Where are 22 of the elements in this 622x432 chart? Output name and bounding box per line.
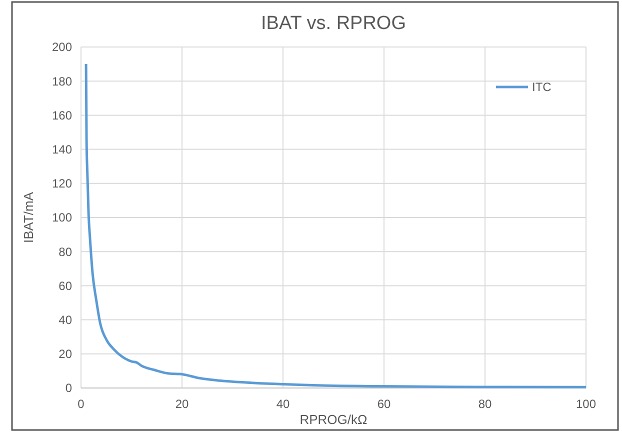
y-tick-label: 180: [52, 74, 72, 88]
chart-title: IBAT vs. RPROG: [261, 13, 406, 34]
line-series: [84, 62, 588, 388]
x-axis-title: RPROG/kΩ: [300, 412, 368, 427]
y-tick-label: 40: [58, 313, 72, 327]
y-tick-label: 140: [52, 142, 72, 156]
x-tick-label: 20: [175, 397, 189, 411]
y-tick-label: 120: [52, 176, 72, 191]
y-tick-label: 100: [52, 210, 72, 225]
y-tick-label: 0: [65, 381, 72, 396]
y-tick-label: 60: [58, 278, 72, 293]
y-tick-label: 200: [52, 40, 72, 54]
legend-label: ITC: [532, 80, 552, 94]
x-tick-label: 60: [377, 397, 391, 411]
x-tick-label: 100: [576, 397, 596, 411]
y-axis-title: IBAT/mA: [21, 192, 36, 244]
x-tick-label: 40: [276, 397, 290, 411]
x-tick-label: 0: [78, 397, 85, 411]
x-tick-label: 80: [478, 397, 492, 411]
y-tick-label: 20: [58, 347, 72, 362]
y-tick-label: 160: [52, 108, 72, 122]
y-tick-label: 80: [58, 244, 72, 259]
